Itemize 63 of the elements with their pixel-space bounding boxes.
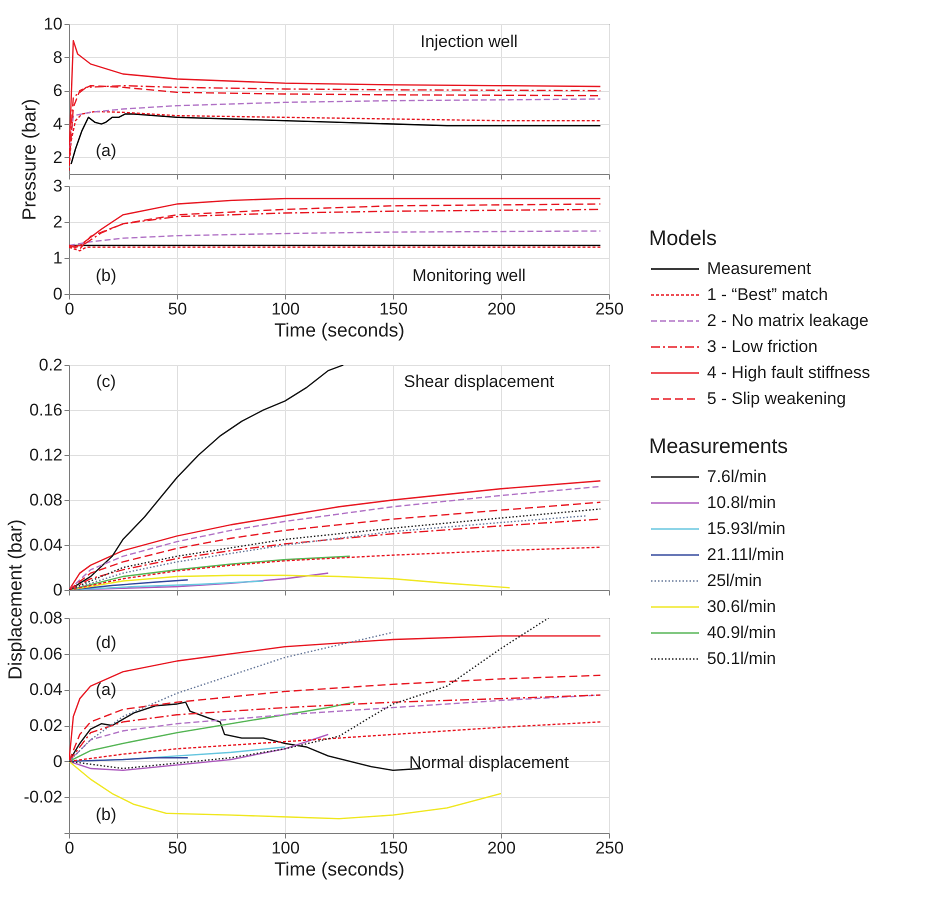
annotation: (b) bbox=[96, 266, 116, 285]
y-tick-label: 3 bbox=[53, 176, 62, 196]
y-tick-label: 8 bbox=[53, 48, 62, 67]
x-tick-label: 100 bbox=[271, 838, 300, 858]
legend-label: 21.11l/min bbox=[707, 545, 784, 564]
y-tick-label: 0.04 bbox=[29, 536, 62, 554]
legend-label: 7.6l/min bbox=[707, 467, 767, 486]
annotation: Shear displacement bbox=[404, 372, 554, 391]
legend-label: 1 - “Best” match bbox=[707, 285, 828, 304]
annotation: (d) bbox=[96, 633, 116, 652]
y-tick-label: 4 bbox=[53, 114, 62, 134]
x-axis-title: Time (seconds) bbox=[274, 860, 405, 880]
annotation: Normal displacement bbox=[409, 753, 570, 772]
y-tick-label: 0.2 bbox=[38, 356, 62, 374]
y-tick-label: 0.02 bbox=[29, 716, 62, 735]
annotation: Injection well bbox=[420, 32, 518, 51]
y-tick-label: 1 bbox=[53, 248, 62, 268]
legend-label: 40.9l/min bbox=[707, 623, 776, 642]
annotation: (a) bbox=[96, 141, 116, 160]
legend-label: 5 - Slip weakening bbox=[707, 389, 846, 408]
y-tick-label: 0 bbox=[53, 580, 62, 600]
y-tick-label: -0.02 bbox=[24, 788, 62, 807]
annotation: (b) bbox=[96, 805, 116, 824]
annotation: (a) bbox=[96, 680, 116, 699]
x-tick-label: 150 bbox=[379, 838, 408, 858]
x-axis-title: Time (seconds) bbox=[274, 320, 405, 342]
annotation: Monitoring well bbox=[412, 266, 526, 285]
legend-label: 2 - No matrix leakage bbox=[707, 311, 869, 330]
y-tick-label: 0.12 bbox=[29, 446, 62, 464]
x-tick-label: 100 bbox=[271, 300, 300, 318]
y-tick-label: 0.16 bbox=[29, 400, 62, 420]
x-tick-label: 200 bbox=[487, 300, 516, 318]
y-tick-label: 6 bbox=[53, 81, 62, 100]
x-tick-label: 0 bbox=[64, 838, 74, 858]
legend-label: 4 - High fault stiffness bbox=[707, 363, 870, 382]
legend-label: Measurement bbox=[707, 259, 812, 278]
y-tick-label: 0.06 bbox=[29, 644, 62, 664]
y-tick-label: 2 bbox=[53, 212, 62, 232]
x-tick-label: 200 bbox=[487, 838, 516, 858]
legend-label: 10.8l/min bbox=[707, 493, 776, 512]
y-axis-title: Displacement (bar) bbox=[5, 519, 26, 680]
legend-title: Models bbox=[649, 227, 717, 250]
y-tick-label: 0.04 bbox=[29, 680, 62, 700]
legend-label: 15.93l/min bbox=[707, 519, 786, 538]
x-tick-label: 150 bbox=[379, 300, 408, 318]
legend-label: 25l/min bbox=[707, 571, 762, 590]
y-tick-label: 0 bbox=[53, 752, 62, 771]
legend-title: Measurements bbox=[649, 435, 788, 458]
x-tick-label: 0 bbox=[64, 300, 74, 318]
annotation: (c) bbox=[96, 372, 116, 391]
y-axis-title: Pressure (bar) bbox=[20, 98, 41, 220]
x-tick-label: 50 bbox=[168, 838, 187, 858]
x-tick-label: 250 bbox=[595, 838, 624, 858]
legend-label: 3 - Low friction bbox=[707, 337, 818, 356]
x-tick-label: 50 bbox=[168, 300, 187, 318]
legend-label: 50.1l/min bbox=[707, 649, 776, 668]
y-tick-label: 2 bbox=[53, 148, 62, 167]
y-tick-label: 10 bbox=[44, 14, 62, 34]
x-tick-label: 250 bbox=[595, 300, 624, 318]
y-tick-label: 0 bbox=[53, 284, 62, 304]
legend-label: 30.6l/min bbox=[707, 597, 776, 616]
y-tick-label: 0.08 bbox=[29, 608, 62, 628]
y-tick-label: 0.08 bbox=[29, 490, 62, 510]
